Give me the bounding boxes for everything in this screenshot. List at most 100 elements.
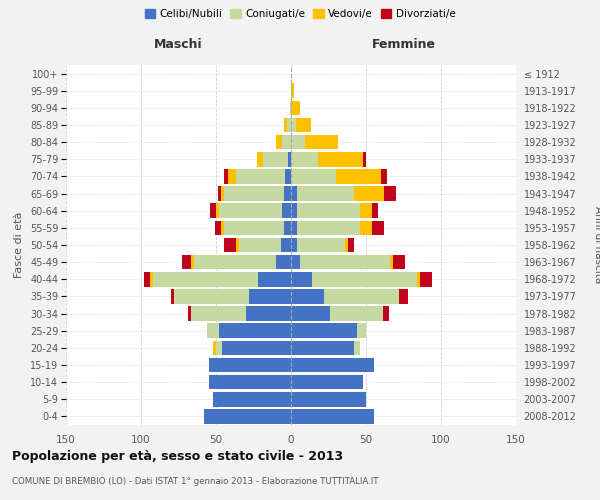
Bar xyxy=(193,255,276,270)
Bar xyxy=(348,238,354,252)
Bar xyxy=(218,186,221,201)
Bar xyxy=(297,238,345,252)
Bar xyxy=(291,118,296,132)
Bar xyxy=(291,392,366,406)
Bar xyxy=(291,409,373,424)
Bar xyxy=(144,272,150,286)
Bar xyxy=(263,152,288,166)
Bar xyxy=(291,306,330,321)
Text: Maschi: Maschi xyxy=(154,38,203,52)
Bar xyxy=(300,255,390,270)
Bar xyxy=(384,186,396,201)
Bar xyxy=(223,220,284,235)
Bar xyxy=(223,186,284,201)
Bar xyxy=(153,272,258,286)
Bar xyxy=(284,118,287,132)
Bar xyxy=(223,238,235,252)
Bar xyxy=(284,186,291,201)
Bar xyxy=(204,409,291,424)
Bar xyxy=(291,255,300,270)
Bar xyxy=(417,272,420,286)
Bar xyxy=(291,358,373,372)
Bar xyxy=(182,255,191,270)
Bar xyxy=(219,204,282,218)
Bar xyxy=(318,152,363,166)
Bar xyxy=(258,272,291,286)
Bar xyxy=(216,340,222,355)
Bar xyxy=(150,272,153,286)
Bar xyxy=(276,255,291,270)
Bar xyxy=(297,204,360,218)
Bar xyxy=(291,204,297,218)
Bar xyxy=(291,340,354,355)
Bar xyxy=(209,375,291,390)
Bar xyxy=(222,340,291,355)
Bar xyxy=(420,272,432,286)
Bar xyxy=(171,289,174,304)
Bar xyxy=(221,220,223,235)
Bar xyxy=(291,152,318,166)
Bar xyxy=(282,204,291,218)
Legend: Celibi/Nubili, Coniugati/e, Vedovi/e, Divorziati/e: Celibi/Nubili, Coniugati/e, Vedovi/e, Di… xyxy=(140,5,460,24)
Bar xyxy=(281,238,291,252)
Bar xyxy=(221,186,223,201)
Bar xyxy=(223,169,228,184)
Bar xyxy=(291,324,357,338)
Bar xyxy=(228,169,235,184)
Bar xyxy=(297,220,360,235)
Bar xyxy=(285,169,291,184)
Bar xyxy=(191,306,246,321)
Bar xyxy=(288,152,291,166)
Bar xyxy=(174,289,249,304)
Bar xyxy=(219,324,291,338)
Bar xyxy=(372,204,378,218)
Bar xyxy=(257,152,263,166)
Bar xyxy=(291,289,324,304)
Bar xyxy=(282,135,291,150)
Bar xyxy=(209,358,291,372)
Bar xyxy=(213,340,216,355)
Bar xyxy=(210,204,216,218)
Bar xyxy=(345,238,348,252)
Bar xyxy=(216,204,219,218)
Bar xyxy=(239,238,281,252)
Bar xyxy=(291,220,297,235)
Bar xyxy=(305,135,337,150)
Text: Femmine: Femmine xyxy=(371,38,436,52)
Bar xyxy=(354,186,384,201)
Bar xyxy=(312,272,417,286)
Bar xyxy=(235,238,239,252)
Bar xyxy=(357,324,366,338)
Bar xyxy=(235,169,285,184)
Bar xyxy=(372,220,384,235)
Bar xyxy=(291,135,305,150)
Bar xyxy=(290,100,291,115)
Bar xyxy=(191,255,193,270)
Bar xyxy=(207,324,219,338)
Bar xyxy=(330,306,383,321)
Bar xyxy=(383,306,389,321)
Bar xyxy=(213,392,291,406)
Bar xyxy=(291,375,363,390)
Bar xyxy=(215,220,221,235)
Bar xyxy=(291,186,297,201)
Bar xyxy=(381,169,387,184)
Bar xyxy=(390,255,393,270)
Y-axis label: Fasce di età: Fasce di età xyxy=(14,212,25,278)
Bar xyxy=(360,204,372,218)
Bar xyxy=(284,220,291,235)
Bar xyxy=(291,169,336,184)
Bar xyxy=(276,135,282,150)
Bar xyxy=(363,152,366,166)
Bar xyxy=(287,118,291,132)
Y-axis label: Anni di nascita: Anni di nascita xyxy=(593,206,600,284)
Bar xyxy=(297,186,354,201)
Bar xyxy=(399,289,408,304)
Bar xyxy=(187,306,191,321)
Bar xyxy=(324,289,399,304)
Bar xyxy=(246,306,291,321)
Bar xyxy=(249,289,291,304)
Bar xyxy=(291,238,297,252)
Bar xyxy=(360,220,372,235)
Bar xyxy=(296,118,311,132)
